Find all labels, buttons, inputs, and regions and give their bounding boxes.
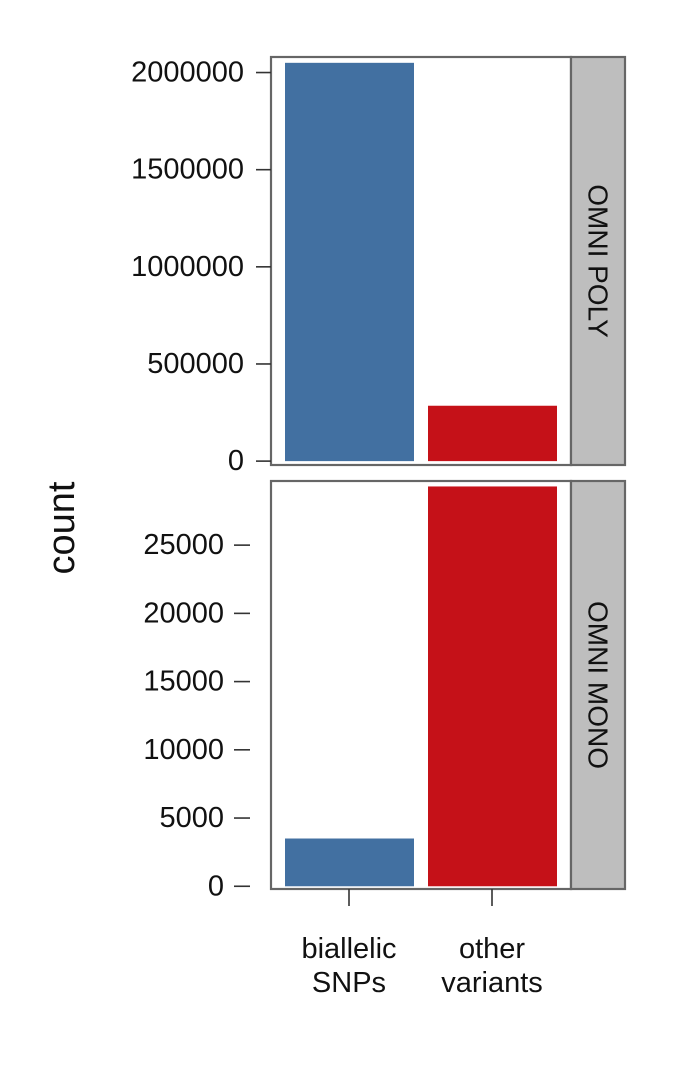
bar bbox=[285, 838, 414, 887]
panel-strip bbox=[569, 55, 627, 467]
y-tick-label: 5000 bbox=[159, 802, 224, 834]
y-tick-label: 20000 bbox=[143, 597, 224, 629]
y-tick-label: 15000 bbox=[143, 666, 224, 698]
y-tick-label: 500000 bbox=[147, 348, 244, 380]
x-tick-label: other variants bbox=[441, 933, 543, 999]
panel-strip-label: OMNI POLY bbox=[583, 184, 614, 338]
y-tick-label: 2000000 bbox=[131, 57, 244, 89]
x-axis: biallelic SNPs other variants bbox=[301, 889, 543, 999]
bar bbox=[428, 486, 557, 887]
panel-1: OMNI MONO 0 5000 10000 15000 20000 25000 bbox=[143, 479, 627, 902]
x-tick-label: biallelic SNPs bbox=[301, 933, 396, 999]
bar bbox=[428, 405, 557, 462]
y-axis-label: count bbox=[41, 481, 83, 574]
y-tick-label: 25000 bbox=[143, 529, 224, 561]
y-tick-label: 0 bbox=[208, 870, 224, 902]
y-tick-label: 1500000 bbox=[131, 154, 244, 186]
bar bbox=[285, 62, 414, 462]
y-tick-label: 1000000 bbox=[131, 251, 244, 283]
y-tick-label: 10000 bbox=[143, 734, 224, 766]
panel-strip-label: OMNI MONO bbox=[583, 601, 614, 769]
panels: OMNI POLY0500000100000015000002000000OMN… bbox=[131, 55, 627, 902]
panel-strip bbox=[569, 479, 627, 891]
panel-0: OMNI POLY 0 500000 1000000 1500000 2000000 bbox=[131, 55, 627, 477]
y-tick-label: 0 bbox=[228, 445, 244, 477]
